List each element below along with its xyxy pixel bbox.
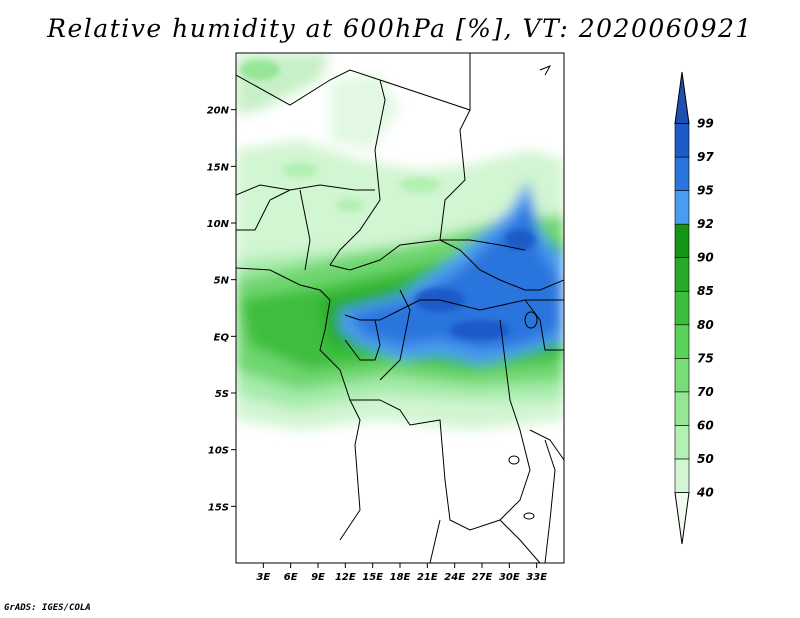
footer-credit: GrADS: IGES/COLA — [4, 603, 91, 613]
colorbar-level-label: 97 — [697, 150, 714, 164]
colorbar-level-label: 60 — [697, 418, 714, 432]
colorbar-level-label: 92 — [697, 217, 714, 231]
lon-tick-label: 27E — [472, 572, 493, 583]
colorbar-swatch — [674, 324, 690, 359]
lat-tick-label: 15S — [208, 502, 229, 513]
colorbar-level-label: 99 — [697, 117, 714, 131]
lat-tick-label: 5S — [215, 389, 229, 400]
lat-tick-label: 15N — [207, 162, 230, 173]
lon-tick-label: 15E — [362, 572, 383, 583]
colorbar-swatch — [674, 458, 690, 493]
colorbar-level-label: 80 — [697, 318, 714, 332]
country-borders — [236, 53, 564, 563]
humidity-field — [236, 53, 564, 563]
colorbar-swatch — [674, 123, 690, 158]
colorbar-swatch — [674, 223, 690, 258]
colorbar-swatch — [674, 257, 690, 292]
lon-tick-label: 24E — [444, 572, 465, 583]
lon-tick-label: 12E — [335, 572, 356, 583]
colorbar-swatch — [674, 156, 690, 191]
colorbar-level-label: 90 — [697, 251, 714, 265]
lat-tick-label: 10N — [207, 219, 230, 230]
lon-tick-label: 33E — [526, 572, 547, 583]
colorbar-legend: 40 50 60 70 75 80 85 90 92 95 97 99 — [674, 71, 714, 545]
lon-tick-label: 6E — [284, 572, 298, 583]
colorbar-min-triangle — [674, 491, 690, 545]
colorbar-level-label: 85 — [697, 284, 714, 298]
longitude-axis: 3E 6E 9E 12E 15E 18E 21E 24E 27E 30E 33E — [256, 563, 547, 583]
colorbar-level-label: 40 — [696, 485, 714, 499]
colorbar-swatch — [674, 358, 690, 393]
colorbar-swatch — [674, 290, 690, 326]
lon-tick-label: 9E — [311, 572, 325, 583]
latitude-axis: 20N 15N 10N 5N EQ 5S 10S 15S — [207, 106, 236, 513]
lon-tick-label: 3E — [256, 572, 270, 583]
colorbar-swatch — [674, 190, 690, 225]
colorbar-max-triangle — [674, 71, 690, 125]
colorbar-swatch — [674, 391, 690, 426]
colorbar-level-label: 95 — [697, 184, 714, 198]
map-title: Relative humidity at 600hPa [%], VT: 202… — [47, 14, 753, 43]
colorbar-swatch — [674, 425, 690, 460]
lon-tick-label: 30E — [499, 572, 520, 583]
lon-tick-label: 21E — [417, 572, 438, 583]
lat-tick-label: EQ — [214, 332, 230, 343]
lat-tick-label: 10S — [208, 446, 229, 457]
colorbar-level-label: 70 — [697, 385, 714, 399]
colorbar-level-label: 75 — [697, 351, 714, 365]
colorbar-level-label: 50 — [697, 452, 714, 466]
lat-tick-label: 20N — [207, 106, 230, 117]
lat-tick-label: 5N — [214, 276, 230, 287]
lon-tick-label: 18E — [390, 572, 411, 583]
